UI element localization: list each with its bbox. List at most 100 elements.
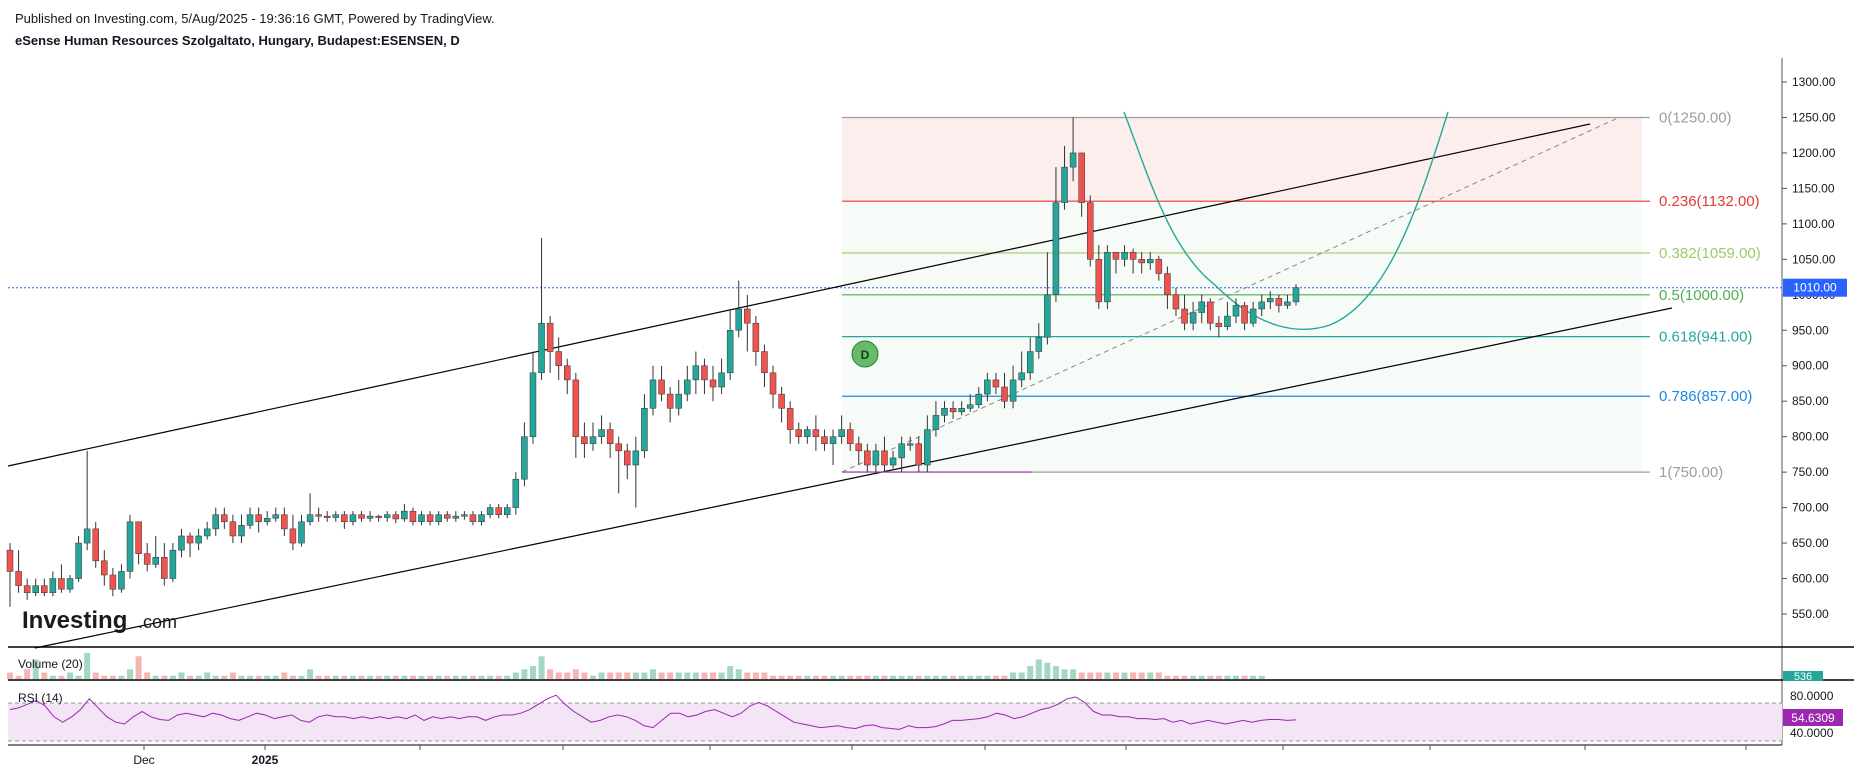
candle-body xyxy=(761,351,768,374)
symbol-title: eSense Human Resources Szolgaltato, Hung… xyxy=(15,33,460,48)
volume-bar xyxy=(67,672,74,679)
candle-body xyxy=(966,404,974,409)
volume-bar xyxy=(1052,666,1059,679)
candle-body xyxy=(684,379,691,395)
candle-body xyxy=(469,514,477,523)
volume-bar xyxy=(495,675,502,679)
volume-bar xyxy=(684,672,691,679)
volume-bar xyxy=(247,675,254,679)
candle-body xyxy=(546,322,554,352)
volume-bar xyxy=(1172,675,1179,679)
candle-body xyxy=(32,585,39,593)
current-price-label: 1010.00 xyxy=(1793,281,1837,295)
candle-body xyxy=(1112,251,1120,260)
candle-body xyxy=(572,379,580,437)
candle-body xyxy=(118,571,125,590)
candle-body xyxy=(1009,379,1017,402)
candle-body xyxy=(298,521,305,544)
candle-body xyxy=(1215,322,1223,327)
volume-bar xyxy=(41,672,48,679)
volume-label: Volume (20) xyxy=(18,657,83,671)
candle-body xyxy=(1138,259,1145,264)
volume-bar xyxy=(1138,672,1145,679)
candle-body xyxy=(641,408,648,452)
volume-bar xyxy=(358,675,365,679)
volume-bar xyxy=(812,675,819,679)
volume-bar xyxy=(967,675,974,679)
volume-bar xyxy=(958,675,965,679)
candle-body xyxy=(1078,152,1085,203)
volume-bar xyxy=(890,675,897,679)
candle-body xyxy=(6,549,14,572)
volume-bar xyxy=(572,669,579,679)
candle-body xyxy=(555,351,562,366)
volume-bar xyxy=(24,669,31,679)
volume-bar xyxy=(855,675,862,679)
volume-bar xyxy=(915,675,922,679)
volume-bar xyxy=(735,669,742,679)
volume-bar xyxy=(384,675,391,679)
volume-bar xyxy=(341,675,348,679)
volume-bar xyxy=(349,675,356,679)
price-tick-label: 1300.00 xyxy=(1792,75,1836,89)
volume-bar xyxy=(178,672,185,679)
candle-body xyxy=(315,514,322,517)
volume-bar xyxy=(1121,672,1128,679)
candle-body xyxy=(984,379,991,395)
candle-body xyxy=(881,450,888,466)
candle-body xyxy=(66,578,74,590)
candle-body xyxy=(1129,251,1137,260)
time-label-2025: 2025 xyxy=(252,753,279,767)
candle-body xyxy=(538,322,545,374)
volume-bar xyxy=(847,675,854,679)
volume-bar xyxy=(770,675,777,679)
candle-body xyxy=(949,408,957,413)
volume-bar xyxy=(692,672,699,679)
candle-body xyxy=(615,443,622,452)
candle-body xyxy=(41,585,48,593)
volume-bar xyxy=(101,675,108,679)
candle-body xyxy=(1026,351,1034,374)
volume-bar xyxy=(1078,672,1085,679)
volume-bar xyxy=(950,675,957,679)
price-tick-label: 1050.00 xyxy=(1792,252,1836,266)
volume-bar xyxy=(1061,669,1068,679)
volume-bar xyxy=(204,672,211,679)
volume-value-badge xyxy=(1783,671,1823,681)
candle-body xyxy=(486,507,494,515)
volume-bar xyxy=(650,669,656,679)
volume-bar xyxy=(907,675,914,679)
volume-bar xyxy=(898,675,905,679)
volume-bar xyxy=(624,672,631,679)
volume-bar xyxy=(1258,675,1265,679)
candle-body xyxy=(778,393,785,409)
volume-bar xyxy=(487,675,494,679)
candle-body xyxy=(804,429,811,437)
fibonacci-levels: 0(1250.00) 0.236(1132.00) 0.382(1059.00) 0.… xyxy=(842,109,1761,481)
volume-bar xyxy=(92,672,99,679)
volume-bar xyxy=(1207,675,1214,679)
candle-body xyxy=(229,521,237,537)
volume-bar xyxy=(1190,675,1197,679)
investing-logo: Investing xyxy=(22,607,127,634)
candle-body xyxy=(221,514,228,523)
volume-bar xyxy=(1130,672,1137,679)
volume-bar xyxy=(975,675,982,679)
candle-body xyxy=(718,372,725,388)
volume-bar xyxy=(512,672,519,679)
time-axis-ticks xyxy=(143,745,1747,750)
fib-level-label: 1(750.00) xyxy=(1659,464,1723,481)
volume-bar xyxy=(229,672,236,679)
candle-body xyxy=(1292,287,1300,303)
volume-bar xyxy=(1215,675,1222,679)
candle-body xyxy=(135,521,142,554)
candle-body xyxy=(478,514,485,523)
candle-body xyxy=(692,365,700,381)
volume-bar xyxy=(1001,675,1008,679)
candle-body xyxy=(272,514,280,519)
investing-logo-suffix: .com xyxy=(138,612,177,632)
volume-bar xyxy=(84,653,91,679)
candle-body xyxy=(1164,273,1171,296)
candle-body xyxy=(829,436,837,445)
